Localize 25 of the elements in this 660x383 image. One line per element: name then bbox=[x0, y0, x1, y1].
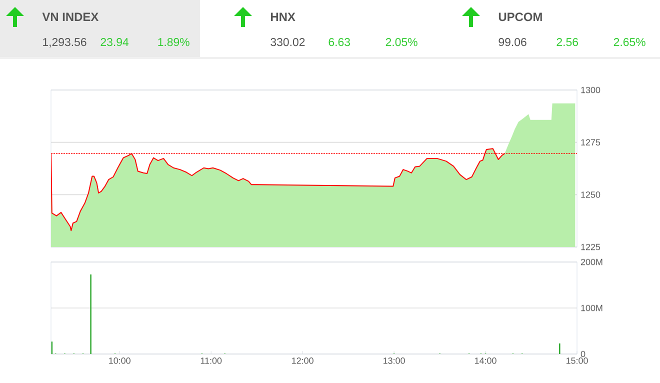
text: 99.06 bbox=[498, 38, 526, 46]
y-tick-label: 1225 bbox=[581, 244, 600, 250]
text: UPCOM bbox=[498, 12, 542, 22]
y-tick-label: 200M bbox=[580, 258, 602, 266]
x-tick-label: 10:00 bbox=[109, 358, 130, 364]
y-tick-label: 100M bbox=[581, 304, 602, 312]
text: 2.05% bbox=[386, 38, 418, 46]
text: 2.56 bbox=[556, 38, 578, 46]
text: 330.02 bbox=[270, 38, 305, 46]
x-tick-label: 15:00 bbox=[566, 358, 588, 364]
y-tick-label: 1275 bbox=[581, 139, 600, 146]
text: 2.65% bbox=[614, 38, 646, 46]
x-tick-label: 12:00 bbox=[292, 358, 314, 364]
x-tick-label: 14:00 bbox=[475, 358, 496, 364]
text: 1,293.56 bbox=[43, 38, 86, 48]
text: 23.94 bbox=[100, 38, 129, 46]
text: 1.89% bbox=[158, 38, 190, 46]
text: HNX bbox=[271, 12, 296, 21]
text: VN INDEX bbox=[42, 12, 99, 21]
x-tick-label: 11:00 bbox=[200, 358, 222, 364]
y-tick-label: 1250 bbox=[581, 191, 600, 198]
x-tick-label: 13:00 bbox=[384, 358, 405, 364]
text: 6.63 bbox=[328, 38, 350, 46]
y-tick-label: 1300 bbox=[581, 86, 600, 94]
y-tick-label: 0 bbox=[580, 350, 586, 358]
